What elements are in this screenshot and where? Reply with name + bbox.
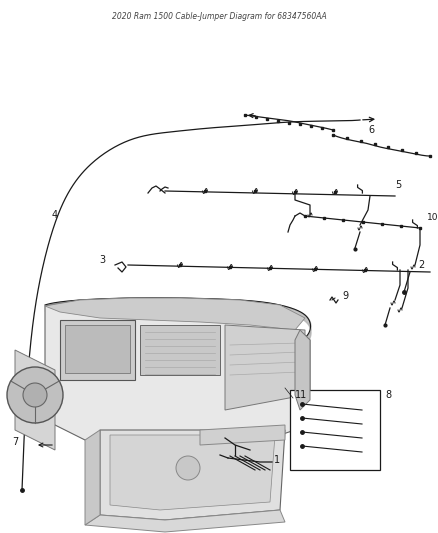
Polygon shape xyxy=(225,325,305,410)
Text: 5: 5 xyxy=(395,180,401,190)
Text: 1: 1 xyxy=(274,455,280,465)
Text: 3: 3 xyxy=(99,255,105,265)
Polygon shape xyxy=(85,430,100,525)
Polygon shape xyxy=(60,320,135,380)
Polygon shape xyxy=(85,510,285,532)
Polygon shape xyxy=(100,430,285,520)
Text: 7: 7 xyxy=(12,437,18,447)
Text: 10: 10 xyxy=(427,213,438,222)
Text: 9: 9 xyxy=(342,291,348,301)
Text: 8: 8 xyxy=(385,390,391,400)
Polygon shape xyxy=(200,425,285,445)
Bar xyxy=(290,390,380,470)
Polygon shape xyxy=(295,330,310,410)
Circle shape xyxy=(176,456,200,480)
Bar xyxy=(140,325,220,375)
Polygon shape xyxy=(45,298,310,450)
Polygon shape xyxy=(110,435,275,510)
Circle shape xyxy=(7,367,63,423)
Circle shape xyxy=(23,383,47,407)
Text: 2: 2 xyxy=(418,260,424,270)
Text: 11: 11 xyxy=(295,390,307,400)
Polygon shape xyxy=(45,298,305,330)
Polygon shape xyxy=(15,350,55,450)
Text: 4: 4 xyxy=(52,210,58,220)
Bar xyxy=(65,325,130,373)
Text: 6: 6 xyxy=(368,125,374,135)
Text: 2020 Ram 1500 Cable-Jumper Diagram for 68347560AA: 2020 Ram 1500 Cable-Jumper Diagram for 6… xyxy=(112,12,326,21)
